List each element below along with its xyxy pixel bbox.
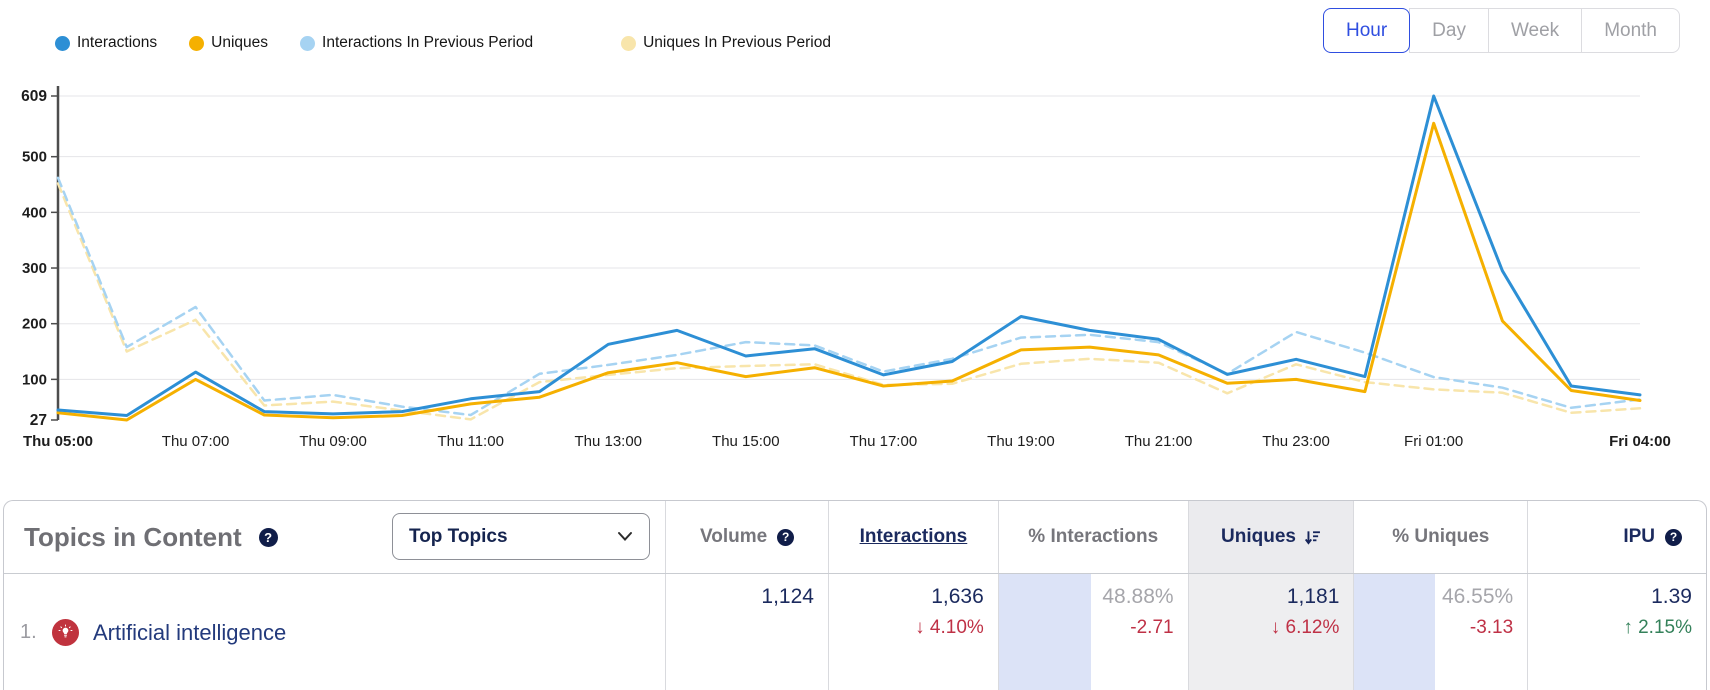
column-header-ipu[interactable]: IPU? — [1527, 501, 1706, 573]
svg-text:Thu 15:00: Thu 15:00 — [712, 433, 780, 450]
svg-text:Fri 04:00: Fri 04:00 — [1609, 433, 1671, 450]
svg-text:400: 400 — [22, 204, 47, 221]
time-range-toggle: Hour Day Week Month — [1322, 8, 1680, 53]
dropdown-selected-value: Top Topics — [409, 525, 508, 547]
svg-text:Thu 09:00: Thu 09:00 — [299, 433, 367, 450]
topics-filter-dropdown[interactable]: Top Topics — [392, 513, 650, 560]
help-icon[interactable]: ? — [258, 527, 278, 547]
svg-text:200: 200 — [22, 316, 47, 333]
legend-item-uniques-in-previous-period[interactable]: Uniques In Previous Period — [621, 34, 831, 52]
svg-text:Thu 13:00: Thu 13:00 — [574, 433, 642, 450]
cell-value: 48.88% — [1102, 585, 1174, 608]
svg-text:Thu 05:00: Thu 05:00 — [23, 433, 93, 450]
svg-text:609: 609 — [21, 88, 47, 105]
column-header-pct_interactions[interactable]: % Interactions — [997, 501, 1188, 573]
help-icon[interactable]: ? — [777, 528, 795, 546]
svg-text:Fri 01:00: Fri 01:00 — [1404, 433, 1463, 450]
cell-change: -2.71 — [1130, 617, 1174, 638]
svg-text:27: 27 — [30, 412, 47, 429]
svg-text:Thu 07:00: Thu 07:00 — [162, 433, 230, 450]
column-header-label: Volume — [700, 526, 768, 547]
column-header-uniques[interactable]: Uniques — [1187, 501, 1354, 573]
range-button-day[interactable]: Day — [1409, 8, 1489, 53]
legend-item-interactions[interactable]: Interactions — [55, 34, 157, 52]
column-header-label: Interactions — [859, 526, 968, 547]
y-axis-ticks — [51, 95, 58, 421]
sort-descending-icon — [1304, 529, 1321, 546]
column-header-label: % Uniques — [1392, 526, 1490, 547]
legend-dot-icon — [621, 35, 637, 51]
table-header-row: Topics in Content ? Top Topics Volume? In… — [4, 501, 1706, 574]
y-axis-labels: 27 100 200 300 400 500 609 — [21, 88, 47, 429]
legend-item-uniques[interactable]: Uniques — [189, 34, 268, 52]
series-interactions-in-previous-period — [56, 176, 1642, 417]
svg-text:Thu 19:00: Thu 19:00 — [987, 433, 1055, 450]
cell-interactions: 1,636 ↓ 4.10% — [827, 574, 998, 690]
legend-item-label: Interactions — [77, 34, 158, 51]
x-axis-labels: Thu 05:00 Thu 07:00 Thu 09:00 Thu 11:00 Thu … — [23, 433, 1671, 450]
range-button-month[interactable]: Month — [1582, 8, 1680, 53]
legend-item-interactions-in-previous-period[interactable]: Interactions In Previous Period — [300, 34, 533, 52]
cell-value: 46.55% — [1441, 585, 1514, 608]
topic-name[interactable]: Artificial intelligence — [93, 619, 287, 645]
series-uniques-in-previous-period — [56, 182, 1642, 421]
cell-change: ↑ 2.15% — [1623, 617, 1692, 638]
column-header-label: % Interactions — [1028, 526, 1159, 547]
legend-item-label: Uniques — [211, 34, 269, 51]
column-header-interactions[interactable]: Interactions — [828, 501, 998, 573]
range-button-hour[interactable]: Hour — [1322, 8, 1411, 53]
table-title: Topics in Content — [24, 521, 242, 552]
svg-text:Thu 11:00: Thu 11:00 — [437, 433, 503, 450]
legend-dot-icon — [300, 35, 316, 51]
rank-label: 1. — [20, 621, 37, 643]
cell-value: 1,181 — [1286, 585, 1340, 608]
cell-volume: 1,124 — [665, 574, 828, 690]
column-header-pct_uniques[interactable]: % Uniques — [1353, 501, 1527, 573]
range-button-week[interactable]: Week — [1488, 8, 1583, 53]
topics-in-content-table: Topics in Content ? Top Topics Volume? In… — [3, 500, 1707, 690]
svg-text:100: 100 — [22, 371, 47, 388]
cell-value: 1,124 — [761, 585, 814, 608]
legend-dot-icon — [189, 35, 205, 51]
svg-text:Thu 17:00: Thu 17:00 — [850, 433, 918, 450]
cell-pct_uniques: 46.55% -3.13 — [1353, 574, 1527, 690]
legend-item-label: Interactions In Previous Period — [322, 34, 534, 51]
column-header-label: IPU — [1623, 526, 1655, 547]
legend-dot-icon — [55, 35, 70, 51]
table-header-topics: Topics in Content ? Top Topics — [4, 501, 665, 573]
cell-value: 1,636 — [931, 585, 984, 608]
gridlines — [58, 95, 1640, 380]
series-uniques — [56, 121, 1642, 422]
topic-cell[interactable]: 1. Artificial intelligence — [4, 574, 665, 690]
cell-change: ↓ 6.12% — [1270, 617, 1340, 638]
series-interactions — [56, 94, 1642, 417]
column-header-label: Uniques — [1221, 526, 1296, 547]
legend-item-label: Uniques In Previous Period — [643, 34, 831, 51]
help-icon[interactable]: ? — [1665, 528, 1682, 546]
cell-change: -3.13 — [1469, 617, 1514, 638]
column-header-volume[interactable]: Volume? — [665, 501, 828, 573]
svg-text:Thu 23:00: Thu 23:00 — [1262, 433, 1330, 450]
chevron-down-icon — [617, 531, 633, 542]
table-row: 1. Artificial intelligence 1,124 1,636 ↓ 4.1… — [4, 574, 1706, 690]
cell-ipu: 1.39 ↑ 2.15% — [1527, 574, 1706, 690]
cell-pct_interactions: 48.88% -2.71 — [997, 574, 1188, 690]
cell-uniques: 1,181 ↓ 6.12% — [1187, 574, 1354, 690]
cell-change: ↓ 4.10% — [915, 617, 984, 638]
svg-text:300: 300 — [22, 260, 47, 277]
cell-value: 1.39 — [1651, 585, 1692, 608]
svg-text:Thu 21:00: Thu 21:00 — [1125, 433, 1193, 450]
chart-legend: Interactions Uniques Interactions In Previ… — [55, 34, 831, 52]
svg-text:500: 500 — [22, 149, 47, 166]
lightbulb-icon — [52, 619, 79, 646]
